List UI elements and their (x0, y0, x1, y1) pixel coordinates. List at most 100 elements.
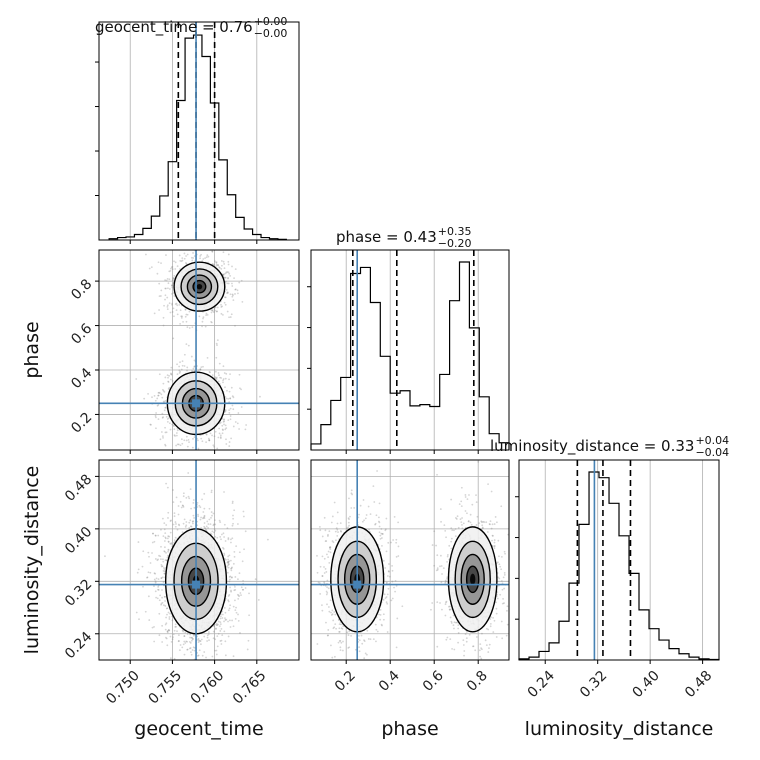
scatter-point (213, 445, 215, 448)
scatter-point (227, 538, 230, 541)
scatter-point (223, 552, 226, 555)
scatter-point (172, 489, 174, 491)
scatter-point (137, 568, 140, 571)
scatter-point (205, 314, 208, 317)
scatter-point (172, 425, 175, 428)
scatter-point (172, 279, 174, 282)
scatter-point (245, 424, 248, 426)
scatter-point (238, 373, 241, 376)
scatter-point (168, 616, 171, 618)
scatter-point (188, 497, 191, 500)
scatter-point (185, 521, 188, 523)
scatter-point (163, 665, 165, 667)
title-minus: −0.00 (254, 27, 288, 40)
scatter-point (210, 516, 212, 519)
scatter-point (222, 273, 225, 276)
scatter-point (464, 494, 467, 496)
scatter-point (450, 547, 453, 550)
scatter-point (503, 587, 506, 590)
scatter-point (181, 360, 184, 363)
scatter-point (376, 470, 378, 472)
scatter-point (228, 445, 231, 447)
scatter-point (318, 582, 321, 584)
scatter-point (204, 527, 207, 530)
scatter-point (164, 294, 167, 297)
scatter-point (178, 649, 181, 652)
scatter-point (164, 426, 166, 429)
scatter-point (379, 613, 382, 616)
scatter-point (498, 563, 501, 566)
scatter-point (183, 653, 186, 656)
scatter-point (198, 315, 201, 318)
scatter-point (391, 564, 393, 567)
scatter-point (161, 601, 164, 604)
scatter-point (229, 559, 232, 562)
scatter-point (197, 369, 200, 372)
scatter-point (339, 649, 342, 652)
scatter-point (348, 518, 350, 521)
scatter-point (219, 434, 222, 437)
scatter-point (244, 428, 247, 431)
scatter-point (340, 627, 343, 630)
scatter-point (182, 495, 185, 498)
scatter-point (350, 489, 353, 492)
scatter-point (162, 416, 164, 418)
scatter-point (162, 558, 164, 561)
scatter-point (173, 512, 176, 515)
scatter-point (175, 434, 178, 437)
scatter-point (181, 531, 184, 534)
scatter-point (229, 293, 232, 296)
scatter-point (226, 389, 228, 392)
scatter-point (188, 441, 190, 444)
scatter-point (190, 636, 193, 639)
scatter-point (236, 422, 239, 425)
scatter-point (141, 565, 144, 568)
scatter-point (339, 640, 342, 642)
scatter-point (224, 640, 227, 643)
scatter-point (175, 309, 178, 312)
scatter-point (184, 315, 187, 318)
scatter-point (257, 599, 260, 601)
scatter-point (146, 576, 149, 579)
scatter-point (201, 320, 204, 323)
title-text: phase = 0.43 (336, 228, 437, 246)
scatter-point (158, 634, 161, 637)
scatter-point (232, 294, 234, 297)
scatter-point (166, 613, 168, 616)
scatter-point (149, 423, 152, 426)
scatter-point (502, 597, 504, 600)
scatter-point (495, 636, 498, 638)
scatter-point (476, 515, 479, 518)
scatter-point (215, 649, 218, 652)
scatter-point (336, 528, 339, 531)
scatter-point (496, 561, 499, 564)
scatter-point (185, 262, 188, 265)
scatter-point (380, 532, 383, 535)
scatter-point (483, 521, 486, 523)
scatter-point (481, 521, 483, 524)
scatter-point (173, 295, 176, 297)
scatter-point (461, 517, 463, 519)
scatter-point (183, 365, 186, 367)
scatter-point (174, 261, 177, 264)
scatter-point (171, 286, 174, 289)
scatter-point (193, 436, 196, 439)
scatter-point (166, 277, 169, 280)
scatter-point (506, 609, 508, 612)
scatter-point (168, 278, 171, 281)
scatter-point (187, 495, 190, 498)
scatter-point (165, 287, 167, 290)
scatter-point (222, 429, 224, 431)
scatter-point (205, 525, 208, 528)
scatter-point (227, 398, 230, 400)
scatter-point (186, 640, 189, 643)
scatter-point (367, 638, 370, 640)
scatter-point (230, 576, 233, 579)
scatter-point (479, 655, 482, 658)
scatter-point (233, 509, 236, 512)
scatter-point (495, 601, 497, 604)
scatter-point (225, 443, 228, 445)
scatter-point (498, 555, 500, 558)
scatter-point (210, 511, 213, 513)
scatter-point (451, 647, 453, 650)
